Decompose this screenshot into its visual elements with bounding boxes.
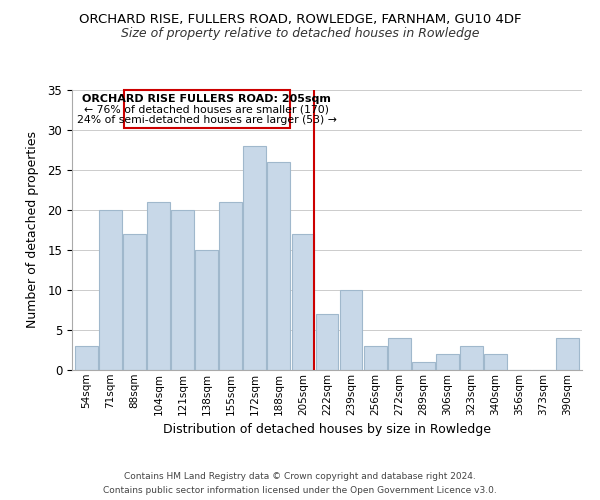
- Bar: [436, 354, 459, 370]
- Bar: [195, 250, 218, 370]
- Bar: [268, 162, 290, 370]
- Bar: [147, 202, 170, 370]
- Bar: [123, 234, 146, 370]
- Bar: [484, 354, 507, 370]
- Text: ORCHARD RISE, FULLERS ROAD, ROWLEDGE, FARNHAM, GU10 4DF: ORCHARD RISE, FULLERS ROAD, ROWLEDGE, FA…: [79, 12, 521, 26]
- Bar: [171, 210, 194, 370]
- Bar: [388, 338, 410, 370]
- Bar: [460, 346, 483, 370]
- Bar: [364, 346, 386, 370]
- Bar: [220, 202, 242, 370]
- Bar: [244, 146, 266, 370]
- Bar: [75, 346, 98, 370]
- Bar: [292, 234, 314, 370]
- Text: Contains public sector information licensed under the Open Government Licence v3: Contains public sector information licen…: [103, 486, 497, 495]
- Bar: [412, 362, 434, 370]
- Text: ← 76% of detached houses are smaller (170): ← 76% of detached houses are smaller (17…: [84, 104, 329, 115]
- FancyBboxPatch shape: [124, 90, 290, 128]
- Text: Contains HM Land Registry data © Crown copyright and database right 2024.: Contains HM Land Registry data © Crown c…: [124, 472, 476, 481]
- X-axis label: Distribution of detached houses by size in Rowledge: Distribution of detached houses by size …: [163, 423, 491, 436]
- Bar: [340, 290, 362, 370]
- Text: ORCHARD RISE FULLERS ROAD: 205sqm: ORCHARD RISE FULLERS ROAD: 205sqm: [82, 94, 331, 104]
- Y-axis label: Number of detached properties: Number of detached properties: [26, 132, 39, 328]
- Bar: [316, 314, 338, 370]
- Text: 24% of semi-detached houses are larger (53) →: 24% of semi-detached houses are larger (…: [77, 115, 337, 125]
- Bar: [556, 338, 579, 370]
- Text: Size of property relative to detached houses in Rowledge: Size of property relative to detached ho…: [121, 28, 479, 40]
- Bar: [99, 210, 122, 370]
